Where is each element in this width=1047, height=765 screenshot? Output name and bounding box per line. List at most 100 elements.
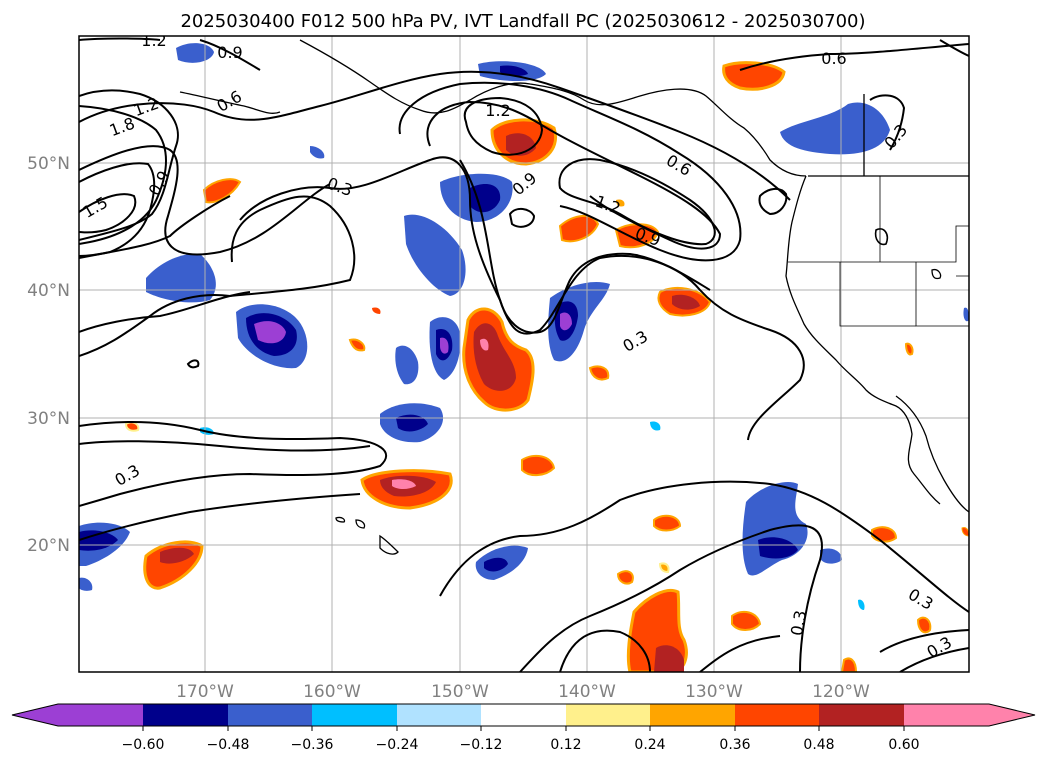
lon-label: 150°W — [431, 682, 489, 702]
pos-anomaly — [722, 61, 786, 91]
colorbar-bin — [735, 704, 819, 726]
contour-line — [869, 94, 906, 151]
contour-line — [559, 629, 651, 672]
canada-border — [808, 94, 969, 177]
colorbar-tick-label: 0.24 — [634, 737, 665, 753]
neg-anomaly — [79, 577, 93, 591]
contour-line — [229, 195, 356, 297]
pos-anomaly — [672, 294, 700, 310]
contour-line — [459, 159, 711, 334]
neg-anomaly — [404, 214, 466, 296]
colorbar-ticks — [142, 726, 905, 731]
contour-line — [899, 647, 969, 672]
alaska-coast — [299, 39, 807, 177]
colorbar-tick-label: −0.12 — [460, 737, 503, 753]
lon-label: 170°W — [176, 682, 234, 702]
lon-label: 130°W — [685, 682, 743, 702]
contour-line — [699, 635, 781, 672]
pos-anomaly — [840, 657, 858, 672]
contour-line — [879, 629, 969, 653]
contour-line — [426, 100, 722, 250]
contour-line — [939, 39, 969, 57]
colorbar-tick-label: −0.60 — [122, 737, 165, 753]
hawaii-island — [379, 534, 399, 555]
colorbar-bin — [143, 704, 228, 726]
contour-label: 0.9 — [217, 43, 242, 62]
lon-label: 120°W — [812, 682, 870, 702]
contour-line — [79, 440, 371, 452]
neg-anomaly — [963, 307, 969, 322]
lon-label: 140°W — [558, 682, 616, 702]
aleutian-coast — [179, 91, 281, 114]
colorbar-tick-label: −0.36 — [291, 737, 334, 753]
pos-anomaly — [916, 616, 932, 634]
pos-anomaly — [961, 527, 969, 537]
pv-contours — [79, 37, 969, 672]
contour-line — [79, 420, 387, 507]
neg-anomaly — [470, 184, 501, 213]
colorbar-tick-label: 0.48 — [803, 737, 834, 753]
lat-label: 50°N — [27, 154, 70, 174]
neg-anomaly — [254, 321, 286, 344]
colorbar-bin — [312, 704, 397, 726]
pos-anomaly — [202, 178, 242, 204]
contour-line — [79, 145, 331, 256]
contour-line — [439, 480, 969, 613]
neg-anomaly — [858, 599, 865, 610]
contour-line — [79, 195, 231, 259]
neg-anomaly — [780, 102, 890, 155]
neg-anomaly — [560, 312, 572, 331]
contour-line — [79, 37, 161, 41]
lat-axis-labels: 50°N 40°N 30°N 20°N — [27, 154, 70, 556]
colorbar-tick-label: −0.48 — [207, 737, 250, 753]
pos-anomaly — [480, 338, 489, 351]
contour-line — [519, 524, 823, 672]
contour-line — [739, 43, 969, 71]
contour-line — [79, 105, 167, 245]
contour-line — [79, 493, 361, 541]
colorbar-outline — [11, 703, 1036, 727]
lat-label: 20°N — [27, 536, 70, 556]
colorbar-bin — [481, 704, 566, 726]
lat-label: 40°N — [27, 281, 70, 301]
colorbar-tick-label: 0.36 — [719, 737, 750, 753]
pos-anomaly — [348, 338, 366, 352]
colorbar-extend-positive — [989, 704, 1035, 726]
colorbar-bin — [650, 704, 735, 726]
pos-anomaly — [521, 454, 556, 476]
contour-label: 0.3 — [787, 609, 810, 637]
state-borders — [788, 261, 916, 327]
contour-label: 1.2 — [485, 101, 510, 120]
contour-line — [79, 70, 791, 201]
lat-label: 30°N — [27, 409, 70, 429]
colorbar-bin — [228, 704, 312, 726]
neg-anomaly — [440, 337, 449, 354]
pos-anomaly — [616, 199, 625, 207]
pos-anomaly — [653, 514, 682, 532]
state-borders — [879, 176, 969, 327]
lake — [931, 268, 942, 280]
contour-line — [79, 193, 137, 234]
colorbar-tick-label: −0.24 — [376, 737, 419, 753]
pos-anomaly — [904, 342, 914, 356]
pos-anomaly — [871, 526, 898, 543]
colorbar-tick-label: 0.60 — [888, 737, 919, 753]
pos-anomaly — [392, 479, 416, 489]
contour-line — [758, 188, 788, 216]
colorbar-bin — [58, 704, 143, 726]
neg-anomaly — [758, 537, 798, 559]
coastlines — [179, 39, 969, 555]
positive-anomalies — [124, 61, 969, 672]
pos-anomaly — [658, 562, 670, 574]
pos-anomaly — [372, 307, 381, 314]
neg-anomaly — [79, 530, 118, 551]
hawaii-island — [355, 519, 366, 529]
pos-anomaly — [654, 645, 684, 672]
neg-anomaly — [650, 421, 661, 431]
neg-anomaly — [395, 345, 419, 385]
baja-coast — [895, 395, 969, 513]
contour-line — [398, 81, 742, 262]
gridlines — [79, 36, 969, 672]
pos-anomaly — [731, 610, 762, 631]
